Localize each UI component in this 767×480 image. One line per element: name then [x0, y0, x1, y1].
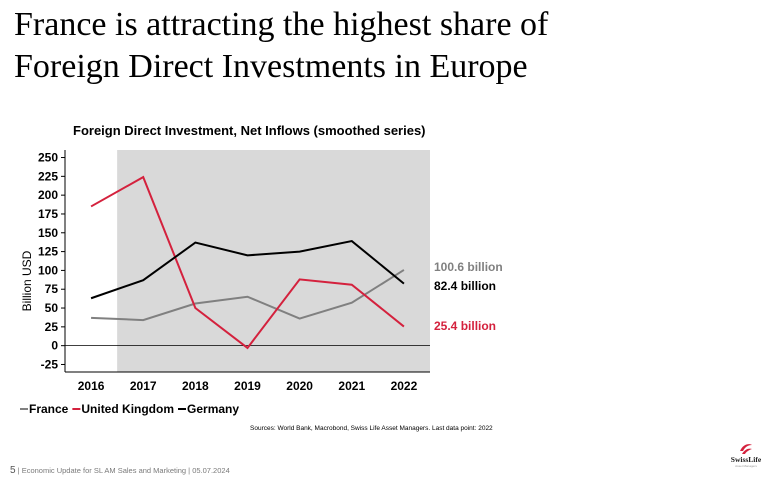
legend-label: Germany — [187, 402, 239, 416]
x-tick-label: 2022 — [391, 379, 418, 393]
y-tick-label: 100 — [38, 263, 58, 277]
x-tick-label: 2017 — [130, 379, 157, 393]
footer-text: Economic Update for SL AM Sales and Mark… — [21, 466, 230, 475]
footer-divider: | — [17, 466, 22, 475]
y-tick-label: 0 — [51, 339, 58, 353]
y-tick-label: 225 — [38, 169, 58, 183]
chart-title: Foreign Direct Investment, Net Inflows (… — [73, 123, 426, 138]
y-tick-label: 150 — [38, 226, 58, 240]
series-line-germany — [90, 239, 405, 300]
y-tick-label: -25 — [41, 357, 59, 371]
slide-title-line-1: France is attracting the highest share o… — [14, 6, 549, 43]
end-value-label: 25.4 billion — [434, 319, 496, 333]
swisslife-logo-mark-icon — [740, 444, 752, 454]
legend-label: United Kingdom — [81, 402, 174, 416]
series-line-france — [91, 269, 405, 322]
shaded-region — [117, 150, 431, 372]
logo-brand-text: SwissLife — [730, 455, 762, 464]
y-tick-label: 50 — [45, 301, 59, 315]
x-tick-label: 2019 — [234, 379, 261, 393]
page-number: 5 — [10, 465, 16, 476]
x-tick-label: 2021 — [338, 379, 365, 393]
x-tick-label: 2020 — [286, 379, 313, 393]
end-value-label: 100.6 billion — [434, 260, 503, 274]
slide-title-line-2: Foreign Direct Investments in Europe — [14, 48, 528, 85]
y-tick-label: 175 — [38, 207, 58, 221]
footer: 5 | Economic Update for SL AM Sales and … — [10, 465, 230, 476]
x-tick-label: 2016 — [78, 379, 105, 393]
legend-label: France — [29, 402, 69, 416]
end-value-label: 82.4 billion — [434, 279, 496, 293]
x-tick-label: 2018 — [182, 379, 209, 393]
y-axis-label: Billion USD — [20, 250, 34, 311]
swisslife-logo: SwissLife Asset Managers — [728, 442, 764, 476]
y-tick-label: 125 — [38, 245, 58, 259]
series-line-united-kingdom — [90, 175, 405, 350]
logo-sub-text: Asset Managers — [735, 464, 757, 468]
y-tick-label: 25 — [45, 320, 59, 334]
sources-note: Sources: World Bank, Macrobond, Swiss Li… — [250, 425, 493, 432]
y-tick-label: 75 — [45, 282, 59, 296]
slide-title: France is attracting the highest share o… — [14, 4, 754, 88]
y-tick-label: 200 — [38, 188, 58, 202]
y-tick-label: 250 — [38, 151, 58, 165]
